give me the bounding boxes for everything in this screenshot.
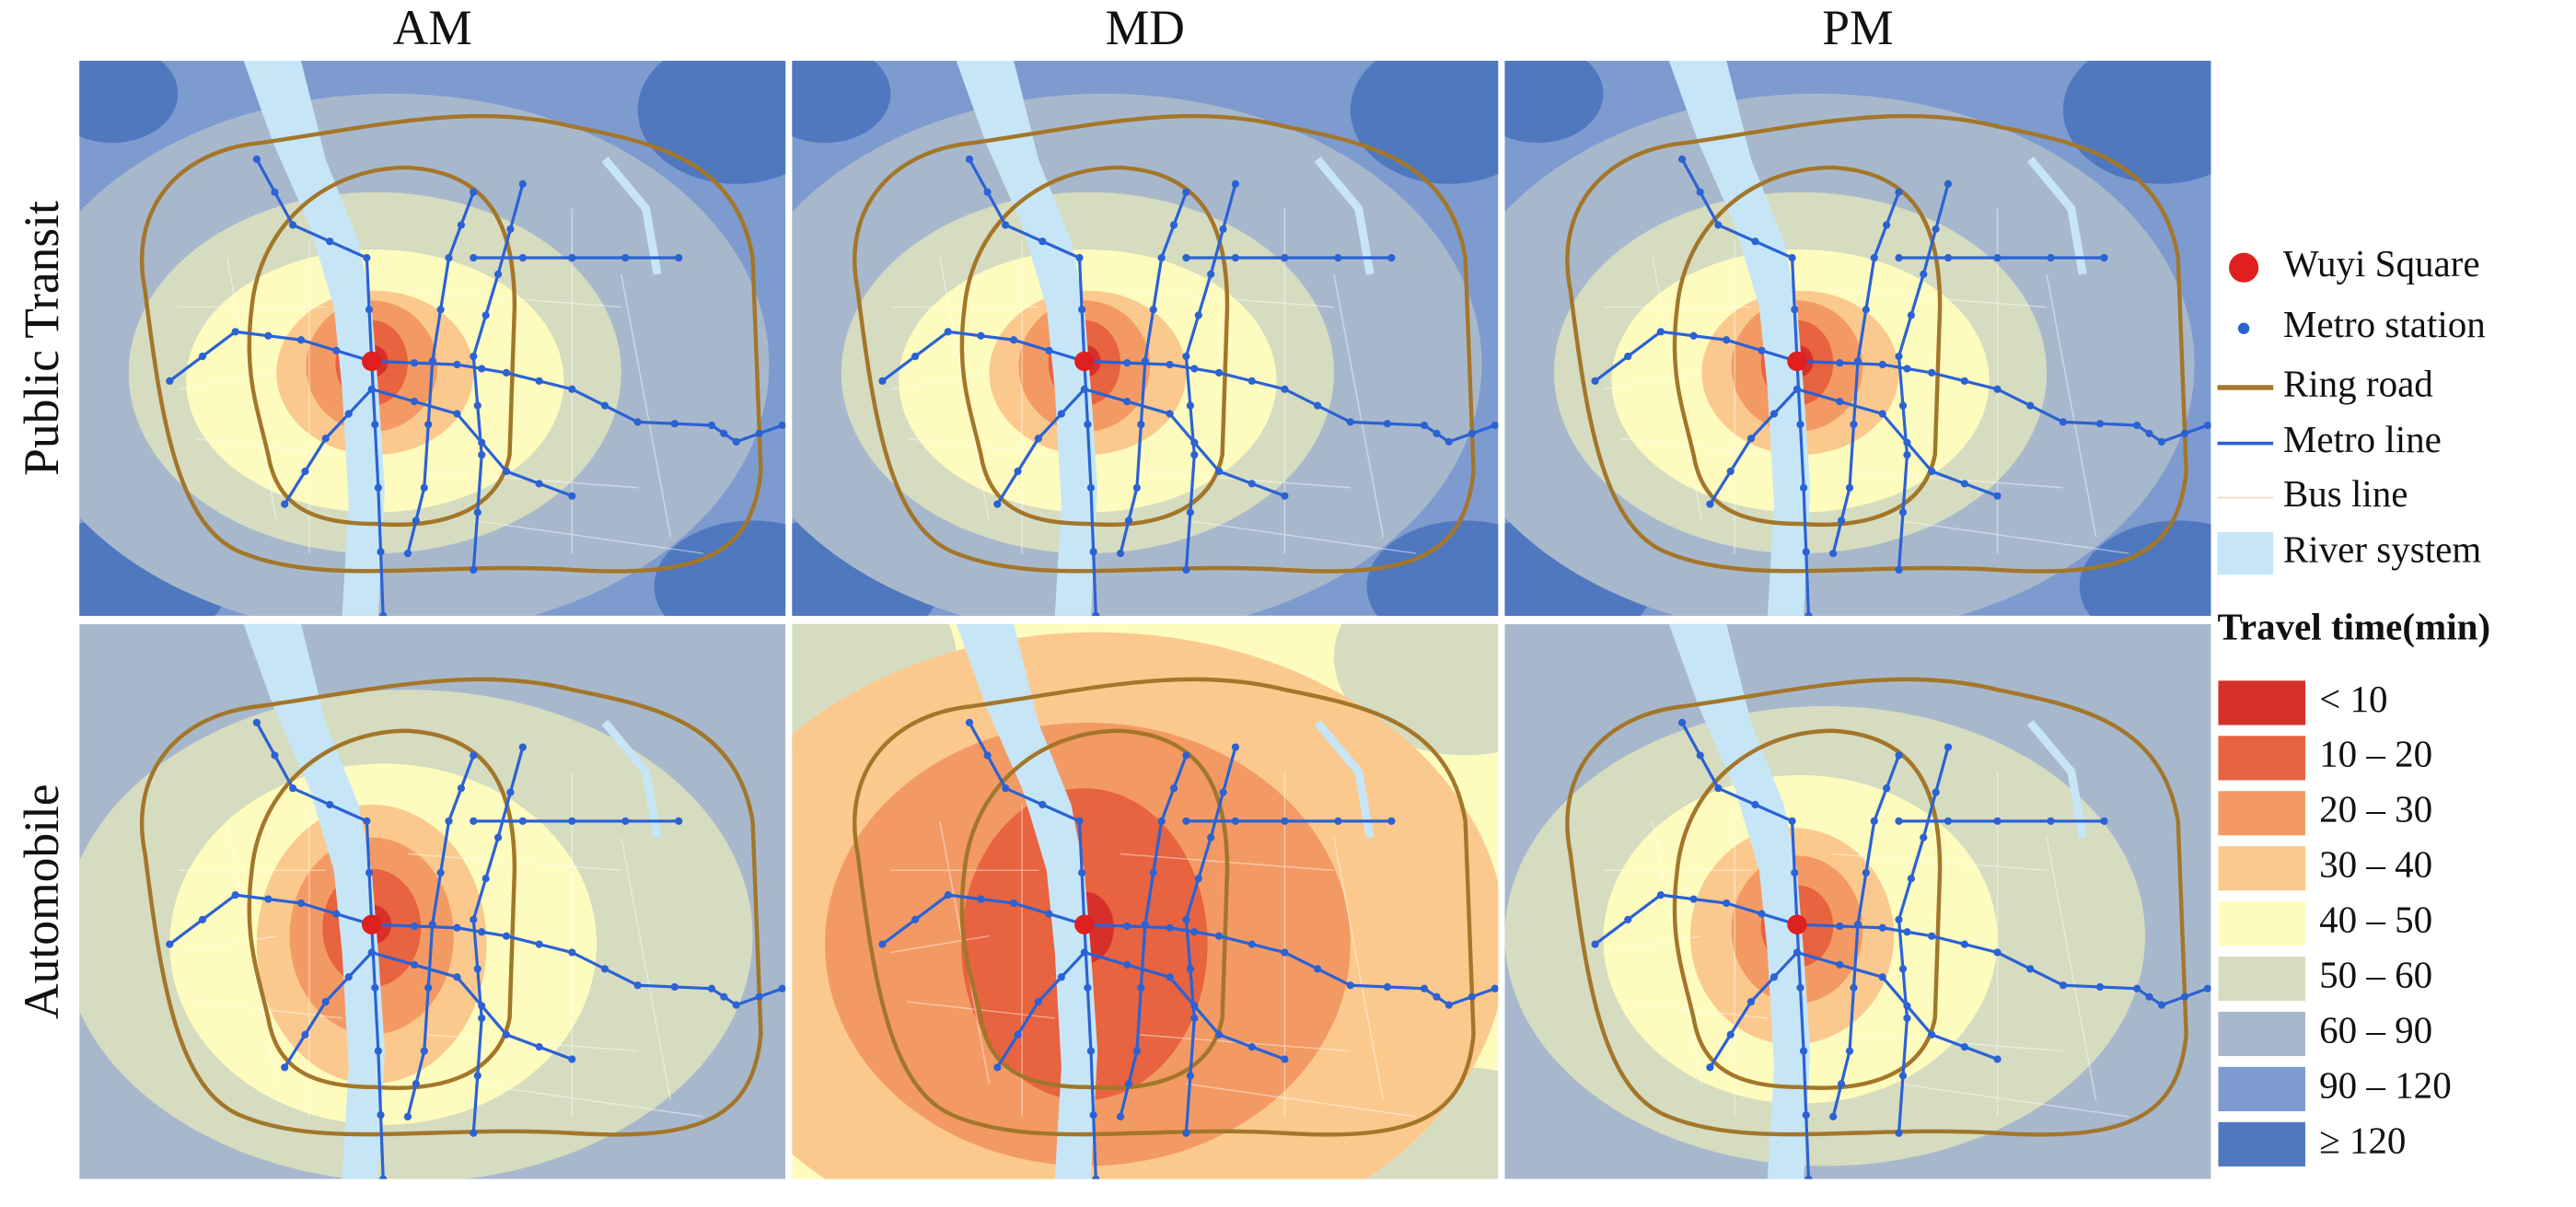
legend-label: Ring road: [2283, 362, 2433, 404]
row-label: Public Transit: [14, 201, 69, 476]
map-panels: [79, 60, 2211, 1183]
column-header: AM: [393, 0, 472, 55]
class-swatch: [2216, 789, 2307, 838]
class-label: 30 – 40: [2319, 843, 2432, 886]
river-symbol: [2217, 531, 2274, 575]
travel-time-zone: [1366, 520, 1499, 616]
class-label: 90 – 120: [2319, 1063, 2452, 1106]
class-label: 40 – 50: [2319, 899, 2432, 941]
wuyi-symbol: [2229, 252, 2259, 283]
travel-time-zone: [654, 520, 786, 616]
class-swatch: [2216, 679, 2307, 727]
class-swatch: [2216, 844, 2307, 893]
class-label: 50 – 60: [2319, 953, 2432, 995]
legend-title: Travel time(min): [2218, 605, 2491, 647]
legend-label: Metro line: [2283, 418, 2442, 460]
class-swatch: [2216, 1065, 2307, 1113]
map-panel: [1504, 60, 2211, 616]
column-header: MD: [1106, 0, 1185, 55]
map-content: [79, 623, 786, 1179]
class-label: 20 – 30: [2319, 788, 2432, 830]
class-swatch: [2216, 899, 2307, 948]
travel-time-zone: [2079, 520, 2211, 616]
station-symbol: [2237, 322, 2250, 334]
travel-time-zone: [792, 60, 891, 144]
class-label: 10 – 20: [2319, 733, 2432, 775]
legend-label: Metro station: [2283, 303, 2486, 345]
map-content: [79, 60, 786, 616]
travel-time-zone: [1504, 60, 1604, 144]
legend-label: Bus line: [2283, 472, 2408, 515]
map-content: [1504, 623, 2211, 1183]
class-swatch: [2216, 734, 2307, 783]
map-panel: [79, 60, 786, 616]
class-swatch: [2216, 1010, 2307, 1058]
map-content: [1504, 60, 2211, 616]
map-panel: [79, 623, 786, 1179]
legend-label: Wuyi Square: [2283, 242, 2480, 284]
map-panel: [792, 623, 1499, 1179]
legend-label: River system: [2283, 528, 2481, 571]
travel-time-zone: [2062, 60, 2211, 184]
map-panel: [1504, 623, 2211, 1183]
map-content: [792, 623, 1499, 1179]
column-header: PM: [1822, 0, 1893, 55]
class-label: ≥ 120: [2319, 1119, 2406, 1161]
travel-time-zone: [79, 60, 179, 144]
class-label: < 10: [2319, 678, 2387, 720]
map-content: [792, 60, 1499, 616]
legend: Wuyi Square Metro station Ring road Metr…: [2216, 242, 2491, 1168]
row-label: Automobile: [14, 783, 69, 1019]
class-swatch: [2216, 955, 2307, 1003]
class-swatch: [2216, 1120, 2307, 1168]
class-label: 60 – 90: [2319, 1008, 2432, 1050]
map-panel: [792, 60, 1499, 616]
